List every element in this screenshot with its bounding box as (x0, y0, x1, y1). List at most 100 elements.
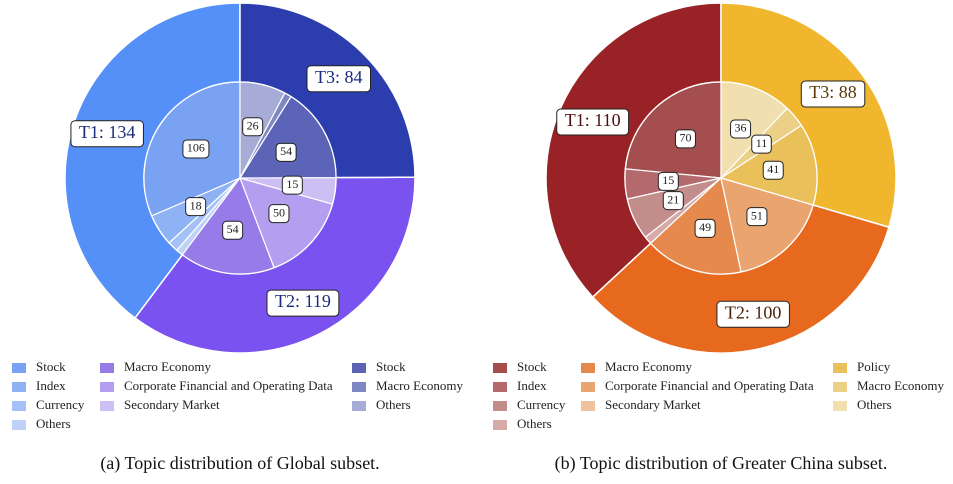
slice-label-text: 70 (679, 131, 691, 145)
legend-label: Others (36, 416, 71, 431)
legend-swatch (100, 401, 114, 411)
legend-label: Stock (376, 359, 406, 374)
legend-swatch (493, 420, 507, 430)
legend-swatch (12, 382, 26, 392)
slice-label-text: 51 (751, 208, 763, 222)
slice-label: 50 (268, 204, 290, 224)
group-label-text: T1: 134 (79, 122, 136, 142)
legend-label: Secondary Market (605, 397, 701, 412)
slice-label-box (662, 191, 684, 211)
legend-label: Macro Economy (857, 378, 945, 393)
group-label: T1: 110 (556, 108, 630, 136)
group-label-box (70, 120, 144, 148)
legend-swatch (352, 401, 366, 411)
slice-label-box (674, 129, 696, 149)
group-label-text: T2: 119 (275, 291, 331, 311)
slice-label-text: 18 (190, 198, 202, 212)
slice-label-box (762, 160, 784, 180)
caption: (b) Topic distribution of Greater China … (555, 453, 888, 474)
group-label-box (716, 300, 790, 328)
legend-swatch (12, 363, 26, 373)
legend-swatch (833, 382, 847, 392)
legend-label: Macro Economy (124, 359, 212, 374)
slice-label: 36 (730, 119, 752, 139)
group-label: T3: 84 (306, 65, 372, 93)
legend-swatch (352, 382, 366, 392)
legend-label: Index (36, 378, 66, 393)
group-label-box (556, 108, 630, 136)
legend-label: Policy (857, 359, 891, 374)
slice-label-text: 15 (662, 173, 674, 187)
legend-label: Others (517, 416, 552, 431)
slice-label: 18 (185, 197, 207, 217)
legend-swatch (493, 382, 507, 392)
group-label-text: T1: 110 (565, 110, 621, 130)
legend-swatch (493, 401, 507, 411)
slice-label-text: 54 (280, 144, 292, 158)
slice-label: 15 (281, 175, 303, 195)
legend-swatch (581, 401, 595, 411)
legend-swatch (833, 363, 847, 373)
slice-label-box (185, 197, 207, 217)
inner-sector (720, 81, 788, 180)
legend-label: Others (376, 397, 411, 412)
slice-label-box (694, 218, 716, 238)
slice-label-text: 11 (756, 136, 768, 150)
legend-label: Macro Economy (605, 359, 693, 374)
group-label-text: T3: 88 (809, 82, 857, 102)
group-label-box (800, 80, 866, 108)
slice-label-box (751, 134, 772, 154)
group-label-text: T3: 84 (315, 67, 363, 87)
slice-label: 26 (242, 117, 264, 137)
slice-label-text: 41 (767, 162, 779, 176)
legend-swatch (100, 363, 114, 373)
slice-label-text: 21 (667, 192, 679, 206)
slice-label-box (730, 119, 752, 139)
slice-label-text: 36 (735, 121, 747, 135)
slice-label-text: 49 (699, 220, 711, 234)
legend-swatch (493, 363, 507, 373)
slice-label: 54 (275, 142, 297, 162)
slice-label-text: 54 (227, 222, 239, 236)
caption: (a) Topic distribution of Global subset. (100, 453, 379, 474)
slice-label-text: 15 (286, 177, 298, 191)
slice-label-box (281, 175, 303, 195)
legend-swatch (833, 401, 847, 411)
legend-label: Corporate Financial and Operating Data (605, 378, 814, 393)
legend-label: Currency (36, 397, 85, 412)
legend-swatch (12, 420, 26, 430)
slice-label-text: 26 (247, 118, 259, 132)
inner-sector (238, 95, 337, 179)
legend-label: Currency (517, 397, 566, 412)
legend-label: Corporate Financial and Operating Data (124, 378, 333, 393)
legend-swatch (12, 401, 26, 411)
slice-label-box (657, 171, 679, 191)
group-label-box (306, 65, 372, 93)
slice-label: 49 (694, 218, 716, 238)
slice-label-box (222, 220, 244, 240)
legend-label: Secondary Market (124, 397, 220, 412)
slice-label-text: 50 (273, 205, 285, 219)
inner-sector (624, 81, 722, 179)
slice-label-box (275, 142, 297, 162)
slice-label: 106 (182, 139, 210, 159)
legend-swatch (581, 382, 595, 392)
slice-label: 70 (674, 129, 696, 149)
slice-label: 15 (657, 171, 679, 191)
legend-label: Index (517, 378, 547, 393)
slice-label-box (746, 207, 768, 227)
legend-label: Macro Economy (376, 378, 464, 393)
legend-swatch (352, 363, 366, 373)
legend-label: Others (857, 397, 892, 412)
slice-label: 21 (662, 191, 684, 211)
group-label-text: T2: 100 (725, 302, 782, 322)
slice-label: 51 (746, 207, 768, 227)
group-label-box (266, 289, 340, 317)
slice-label: 54 (222, 220, 244, 240)
legend-swatch (100, 382, 114, 392)
inner-sector (720, 177, 814, 273)
slice-label: 11 (751, 134, 772, 154)
group-label: T2: 100 (716, 300, 790, 328)
group-label: T3: 88 (800, 80, 866, 108)
